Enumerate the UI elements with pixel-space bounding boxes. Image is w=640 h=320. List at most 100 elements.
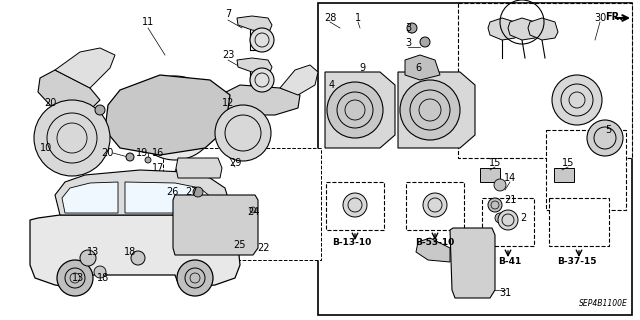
Polygon shape xyxy=(62,182,118,213)
Polygon shape xyxy=(405,55,440,80)
Bar xyxy=(482,198,534,246)
Text: 2: 2 xyxy=(520,213,526,223)
Circle shape xyxy=(400,80,460,140)
Polygon shape xyxy=(237,16,272,32)
Circle shape xyxy=(34,100,110,176)
Circle shape xyxy=(587,120,623,156)
Text: 23: 23 xyxy=(222,50,234,60)
Text: B-53-10: B-53-10 xyxy=(415,238,454,247)
Circle shape xyxy=(488,198,502,212)
Circle shape xyxy=(552,75,602,125)
Circle shape xyxy=(327,82,383,138)
Text: 9: 9 xyxy=(359,63,365,73)
Polygon shape xyxy=(488,18,518,40)
Circle shape xyxy=(407,23,417,33)
Text: B-37-15: B-37-15 xyxy=(557,257,596,266)
Polygon shape xyxy=(280,65,318,95)
Text: 10: 10 xyxy=(40,143,52,153)
Polygon shape xyxy=(55,48,115,88)
Text: 15: 15 xyxy=(489,158,501,168)
Polygon shape xyxy=(325,72,395,148)
Text: SEP4B1100E: SEP4B1100E xyxy=(579,299,628,308)
Text: 30: 30 xyxy=(594,13,606,23)
Text: 19: 19 xyxy=(136,148,148,158)
Circle shape xyxy=(57,260,93,296)
Circle shape xyxy=(215,105,271,161)
Text: 11: 11 xyxy=(142,17,154,27)
Text: 26: 26 xyxy=(166,187,178,197)
Circle shape xyxy=(423,193,447,217)
Text: 21: 21 xyxy=(504,195,516,205)
Circle shape xyxy=(80,250,96,266)
Bar xyxy=(458,3,632,158)
Polygon shape xyxy=(220,85,300,115)
Polygon shape xyxy=(176,158,222,178)
Text: 4: 4 xyxy=(329,80,335,90)
Bar xyxy=(549,198,609,246)
Text: 28: 28 xyxy=(324,13,336,23)
Polygon shape xyxy=(173,195,258,255)
Text: 6: 6 xyxy=(415,63,421,73)
Bar xyxy=(406,182,464,230)
Polygon shape xyxy=(125,182,212,213)
Circle shape xyxy=(95,105,105,115)
Circle shape xyxy=(494,179,506,191)
Bar xyxy=(326,182,384,230)
Circle shape xyxy=(193,187,203,197)
Circle shape xyxy=(133,76,217,160)
Bar xyxy=(554,168,574,182)
Text: B-13-10: B-13-10 xyxy=(332,238,372,247)
Text: 20: 20 xyxy=(44,98,56,108)
Text: 18: 18 xyxy=(97,273,109,283)
Polygon shape xyxy=(105,75,230,155)
Text: FR.: FR. xyxy=(605,12,623,22)
Text: 31: 31 xyxy=(499,288,511,298)
Polygon shape xyxy=(416,238,450,262)
Polygon shape xyxy=(528,18,558,40)
Text: 25: 25 xyxy=(234,240,246,250)
Text: 17: 17 xyxy=(152,163,164,173)
Circle shape xyxy=(250,68,274,92)
Polygon shape xyxy=(398,72,475,148)
Bar xyxy=(556,208,574,220)
Circle shape xyxy=(420,37,430,47)
Circle shape xyxy=(145,157,151,163)
Polygon shape xyxy=(508,18,538,40)
Text: 5: 5 xyxy=(605,125,611,135)
Bar xyxy=(182,208,212,230)
Text: 7: 7 xyxy=(225,9,231,19)
Circle shape xyxy=(126,153,134,161)
Bar xyxy=(480,168,500,182)
Text: 29: 29 xyxy=(229,158,241,168)
Text: B-41: B-41 xyxy=(499,257,522,266)
Text: 14: 14 xyxy=(504,173,516,183)
Circle shape xyxy=(250,207,256,213)
Circle shape xyxy=(131,251,145,265)
Text: 18: 18 xyxy=(124,247,136,257)
Text: 16: 16 xyxy=(152,148,164,158)
Circle shape xyxy=(94,266,106,278)
Text: 3: 3 xyxy=(405,38,411,48)
Text: 22: 22 xyxy=(257,243,269,253)
Text: 27: 27 xyxy=(186,187,198,197)
Bar xyxy=(458,248,488,266)
Circle shape xyxy=(177,260,213,296)
Text: 3: 3 xyxy=(405,23,411,33)
Text: 12: 12 xyxy=(222,98,234,108)
Circle shape xyxy=(250,28,274,52)
Text: 13: 13 xyxy=(72,273,84,283)
Polygon shape xyxy=(450,228,495,298)
Polygon shape xyxy=(38,70,100,115)
Text: 20: 20 xyxy=(101,148,113,158)
Bar xyxy=(546,130,626,210)
Circle shape xyxy=(343,193,367,217)
Bar xyxy=(318,3,632,315)
Polygon shape xyxy=(55,170,230,215)
Polygon shape xyxy=(30,215,240,288)
Bar xyxy=(218,208,248,230)
Text: 1: 1 xyxy=(355,13,361,23)
Text: 13: 13 xyxy=(87,247,99,257)
Text: 24: 24 xyxy=(247,207,259,217)
Circle shape xyxy=(495,213,505,223)
Bar xyxy=(163,148,321,260)
